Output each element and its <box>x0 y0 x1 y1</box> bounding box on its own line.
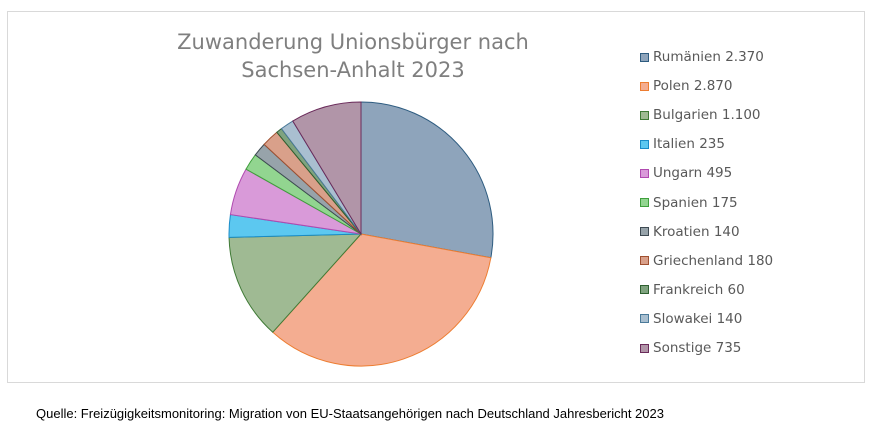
legend-label: Rumänien 2.370 <box>653 49 764 65</box>
chart-title-line-1: Zuwanderung Unionsbürger nach <box>177 30 529 54</box>
legend-swatch-ungarn <box>640 168 649 178</box>
legend-label: Spanien 175 <box>653 194 738 211</box>
legend-item-spanien: Spanien 175 <box>640 193 738 213</box>
legend-item-ungarn: Ungarn 495 <box>640 163 732 183</box>
legend-item-rumänien: Rumänien 2.370 <box>640 47 764 67</box>
legend-swatch-italien <box>640 139 649 149</box>
legend-label: Italien 235 <box>653 136 725 153</box>
legend-label: Polen 2.870 <box>653 78 733 95</box>
legend-item-bulgarien: Bulgarien 1.100 <box>640 105 761 125</box>
chart-title: Zuwanderung Unionsbürger nach Sachsen-An… <box>158 28 548 84</box>
chart-area: Zuwanderung Unionsbürger nach Sachsen-An… <box>7 11 865 383</box>
pie-slice-bulgarien <box>228 233 363 333</box>
legend-swatch-kroatien <box>640 227 649 237</box>
legend-item-italien: Italien 235 <box>640 134 725 154</box>
legend-swatch-slowakei <box>640 314 649 324</box>
legend-label: Kroatien 140 <box>653 223 740 240</box>
pie-slice-rumänien <box>360 101 494 259</box>
legend-swatch-griechenland <box>640 256 649 266</box>
legend-swatch-bulgarien <box>640 110 649 120</box>
legend-label: Griechenland 180 <box>653 252 774 269</box>
pie-slice-sonstige <box>292 101 362 236</box>
chart-title-line-2: Sachsen-Anhalt 2023 <box>241 58 465 82</box>
legend-label: Sonstige 735 <box>653 340 742 356</box>
legend-item-kroatien: Kroatien 140 <box>640 222 740 242</box>
pie-slice-polen <box>272 233 492 367</box>
legend-item-griechenland: Griechenland 180 <box>640 251 773 271</box>
legend-swatch-sonstige <box>640 343 649 353</box>
source-note: Quelle: Freizügigkeitsmonitoring: Migrat… <box>36 406 664 421</box>
legend-item-frankreich: Frankreich 60 <box>640 280 745 300</box>
legend-label: Frankreich 60 <box>653 281 745 298</box>
legend-swatch-rumänien <box>640 52 649 62</box>
legend-label: Slowakei 140 <box>653 310 743 327</box>
legend-label: Bulgarien 1.100 <box>653 107 761 124</box>
legend-swatch-frankreich <box>640 285 649 295</box>
legend-label: Ungarn 495 <box>653 165 733 182</box>
pie-chart <box>228 101 494 367</box>
legend-swatch-polen <box>640 81 649 91</box>
legend-item-slowakei: Slowakei 140 <box>640 309 742 329</box>
legend-swatch-spanien <box>640 198 649 207</box>
legend-item-sonstige: Sonstige 735 <box>640 338 741 358</box>
legend-item-polen: Polen 2.870 <box>640 76 732 96</box>
